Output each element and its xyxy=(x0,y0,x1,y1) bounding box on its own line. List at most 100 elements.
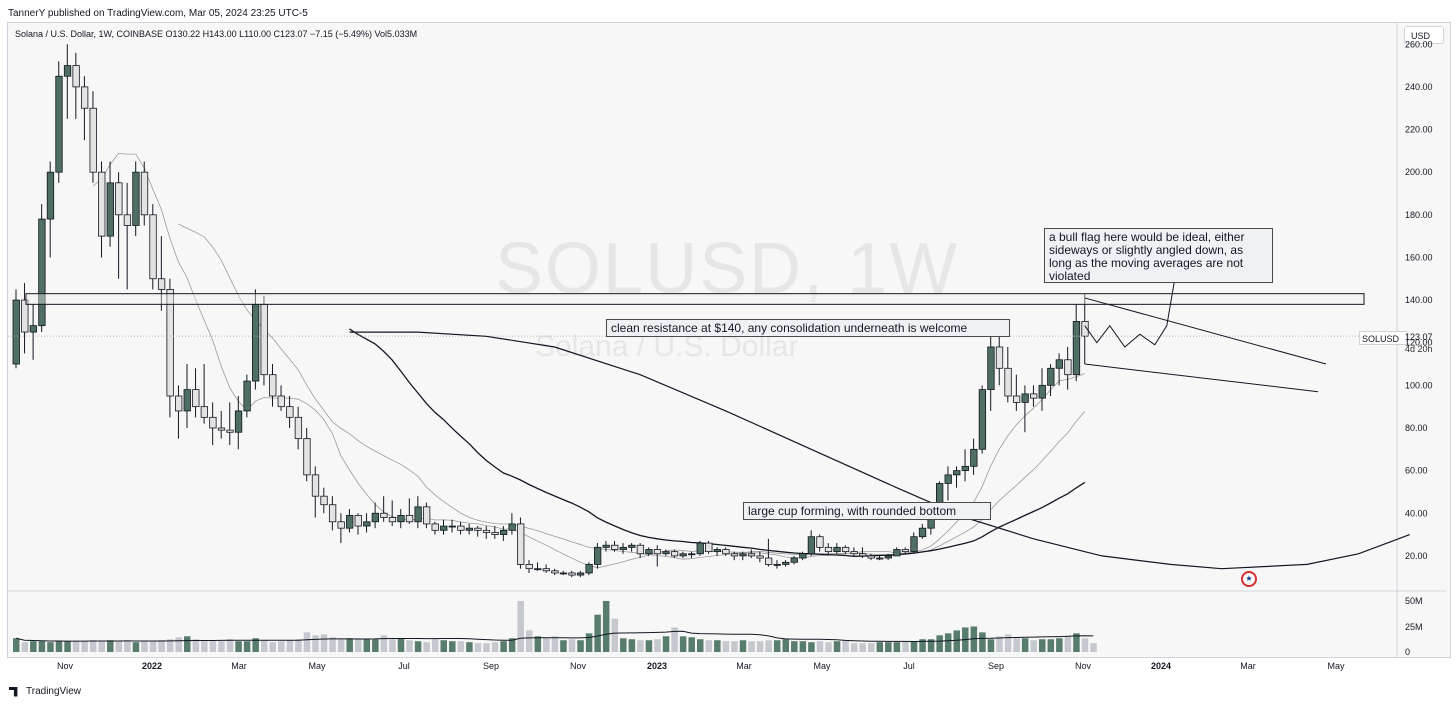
candle-body xyxy=(72,65,80,88)
candle-body xyxy=(807,536,816,555)
bull-flag-note[interactable]: a bull flag here would be ideal, either … xyxy=(1044,228,1273,283)
volume-bar xyxy=(936,635,943,652)
volume-bar xyxy=(577,640,584,652)
candle-body xyxy=(525,564,533,570)
candle-body xyxy=(705,542,713,553)
volume-bar xyxy=(1081,638,1089,652)
volume-bar xyxy=(30,641,37,652)
candle-body xyxy=(1021,393,1029,403)
volume-bar xyxy=(132,642,140,652)
volume-bar xyxy=(919,639,926,652)
currency-selector[interactable]: USD xyxy=(1404,26,1444,44)
volume-bar xyxy=(47,642,54,652)
candle-body xyxy=(354,514,362,527)
publisher-line: TannerY published on TradingView.com, Ma… xyxy=(8,8,308,19)
candle-body xyxy=(260,303,268,376)
candle-body xyxy=(89,107,97,173)
footer-brand[interactable]: TradingView xyxy=(9,686,81,697)
volume-bar xyxy=(637,640,644,652)
volume-bar xyxy=(1073,633,1080,652)
volume-bar xyxy=(483,643,490,652)
candle-body xyxy=(1012,395,1021,403)
volume-bar xyxy=(124,640,131,652)
candle-body xyxy=(192,389,200,408)
volume-bar xyxy=(141,641,148,652)
candle-body xyxy=(157,278,166,290)
volume-bar xyxy=(1030,640,1037,652)
candle-body xyxy=(286,406,294,418)
candle-body xyxy=(867,555,875,559)
candle-body xyxy=(559,572,568,575)
x-tick-label: 2024 xyxy=(1151,661,1171,671)
y-tick-label: 40.00 xyxy=(1405,508,1428,518)
x-tick-label: May xyxy=(308,661,326,671)
cup-note[interactable]: large cup forming, with rounded bottom xyxy=(743,502,991,520)
candle-body xyxy=(628,544,636,548)
candle-body xyxy=(773,564,781,566)
candle-body xyxy=(713,549,721,553)
volume-bar xyxy=(184,636,191,652)
volume-bar xyxy=(791,641,798,652)
candle-body xyxy=(841,546,850,553)
volume-bar xyxy=(98,641,105,652)
candle-body xyxy=(123,214,132,226)
candle-body xyxy=(534,568,542,571)
x-tick-label: Mar xyxy=(736,661,752,671)
candle-body xyxy=(431,523,439,531)
candle-body xyxy=(833,546,841,553)
candle-body xyxy=(517,523,525,565)
candle-body xyxy=(824,546,833,553)
volume-bar xyxy=(175,637,182,652)
volume-bar xyxy=(380,635,388,652)
volume-bar xyxy=(278,641,285,652)
y-tick-label: 240.00 xyxy=(1405,82,1433,92)
volume-bar xyxy=(987,639,995,652)
candle-body xyxy=(910,536,918,553)
candle-body xyxy=(978,389,987,450)
volume-bar xyxy=(620,638,627,652)
volume-bar xyxy=(825,642,832,652)
volume-bar xyxy=(534,636,542,652)
volume-bar xyxy=(816,641,824,652)
volume-bar xyxy=(773,640,781,652)
y-tick-label: 160.00 xyxy=(1405,252,1433,262)
symbol-legend[interactable]: Solana / U.S. Dollar, 1W, COINBASE O130.… xyxy=(15,29,418,39)
volume-bar xyxy=(192,639,200,652)
volume-bar xyxy=(363,639,371,652)
x-tick-label: May xyxy=(1327,661,1345,671)
volume-bar xyxy=(440,640,447,652)
volume-bar xyxy=(517,600,524,652)
candle-body xyxy=(149,214,157,280)
volume-bar xyxy=(910,641,918,652)
x-tick-label: Nov xyxy=(1075,661,1092,671)
candle-body xyxy=(405,514,414,523)
candle-body xyxy=(269,374,277,397)
volume-bar xyxy=(1047,639,1055,652)
volume-bar xyxy=(201,641,208,652)
us-flag-icon[interactable]: ★ xyxy=(1241,571,1257,587)
volume-bar xyxy=(662,636,670,652)
candle-body xyxy=(1038,384,1046,399)
axis-layer: 20.00 40.00 60.00 80.00 100.00 120.00 140.00 16… xyxy=(57,39,1433,671)
candle-body xyxy=(140,171,149,216)
volume-bar xyxy=(320,634,328,652)
candle-body xyxy=(1055,359,1063,369)
candle-body xyxy=(320,495,328,506)
candle-body xyxy=(12,299,20,365)
volume-bar xyxy=(602,600,610,652)
volume-bar xyxy=(72,641,80,652)
flag-upper-line xyxy=(1084,297,1327,365)
candle-body xyxy=(987,346,995,391)
candle-body xyxy=(380,512,388,518)
volume-bar xyxy=(705,640,713,652)
resistance-note[interactable]: clean resistance at $140, any consolidat… xyxy=(606,319,1010,337)
candle-body xyxy=(183,389,191,412)
volume-bar xyxy=(568,639,576,652)
volume-bar xyxy=(491,642,499,652)
candle-body xyxy=(217,427,226,431)
volume-bar xyxy=(81,641,88,652)
volume-bar xyxy=(1021,638,1029,652)
volume-bar xyxy=(927,639,935,652)
candle-body xyxy=(98,171,106,237)
